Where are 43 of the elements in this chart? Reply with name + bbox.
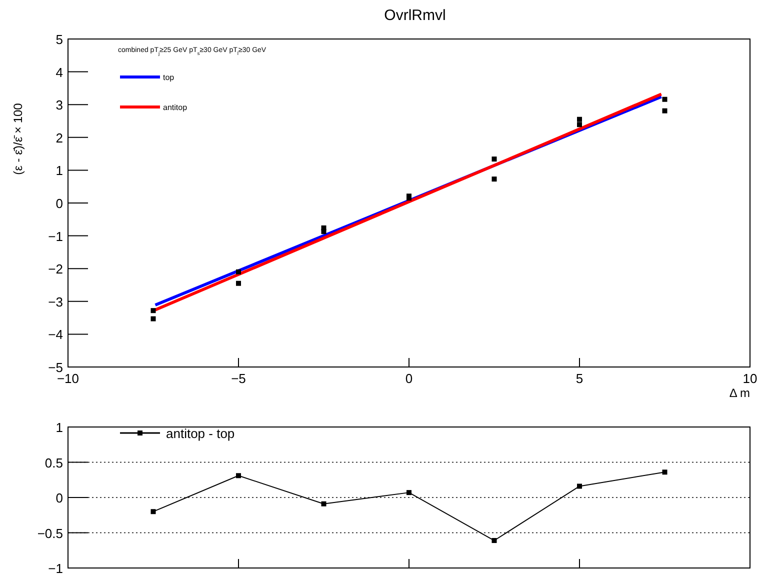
y-tick-label: −2: [48, 262, 63, 277]
point: [492, 156, 497, 162]
y-tick-label: 1: [56, 420, 63, 435]
point: [150, 316, 156, 322]
point: [492, 538, 497, 544]
y-tick-label: 5: [56, 32, 63, 47]
y-axis-title: (ε - ε̄)/ε̄ × 100: [11, 102, 25, 175]
point: [577, 484, 582, 489]
point: [236, 269, 241, 274]
point: [662, 108, 668, 114]
y-tick-label: 1: [56, 163, 63, 178]
point: [406, 490, 412, 496]
y-tick-label: −1: [48, 228, 63, 244]
legend-label: antitop - top: [166, 426, 235, 441]
x-tick-label: −5: [231, 371, 246, 386]
x-tick-label: 0: [405, 371, 413, 386]
y-tick-label: 0: [56, 196, 63, 211]
point: [662, 470, 668, 475]
point: [150, 509, 156, 514]
point: [236, 473, 241, 478]
x-tick-label: 5: [576, 371, 584, 386]
point: [492, 176, 497, 182]
y-tick-label: −1: [48, 561, 63, 576]
y-tick-label: 3: [56, 98, 63, 113]
point: [321, 229, 326, 234]
y-tick-label: −0.5: [37, 526, 63, 541]
point: [236, 280, 241, 286]
point: [662, 96, 668, 102]
point: [150, 308, 156, 314]
y-tick-label: 4: [56, 64, 63, 80]
legend-label: top: [163, 73, 175, 82]
legend-label: antitop: [163, 103, 188, 112]
x-axis-title: Δ m: [729, 386, 750, 400]
y-tick-label: −3: [48, 294, 63, 310]
y-tick-label: 2: [56, 130, 63, 146]
point: [577, 122, 582, 128]
y-tick-label: 0: [56, 490, 63, 506]
point: [321, 501, 326, 506]
y-tick-label: −4: [48, 327, 63, 342]
y-tick-label: 0.5: [44, 455, 63, 470]
chart-title: OvrlRmvl: [384, 7, 446, 24]
point: [577, 116, 582, 122]
x-tick-label: 10: [742, 371, 758, 386]
